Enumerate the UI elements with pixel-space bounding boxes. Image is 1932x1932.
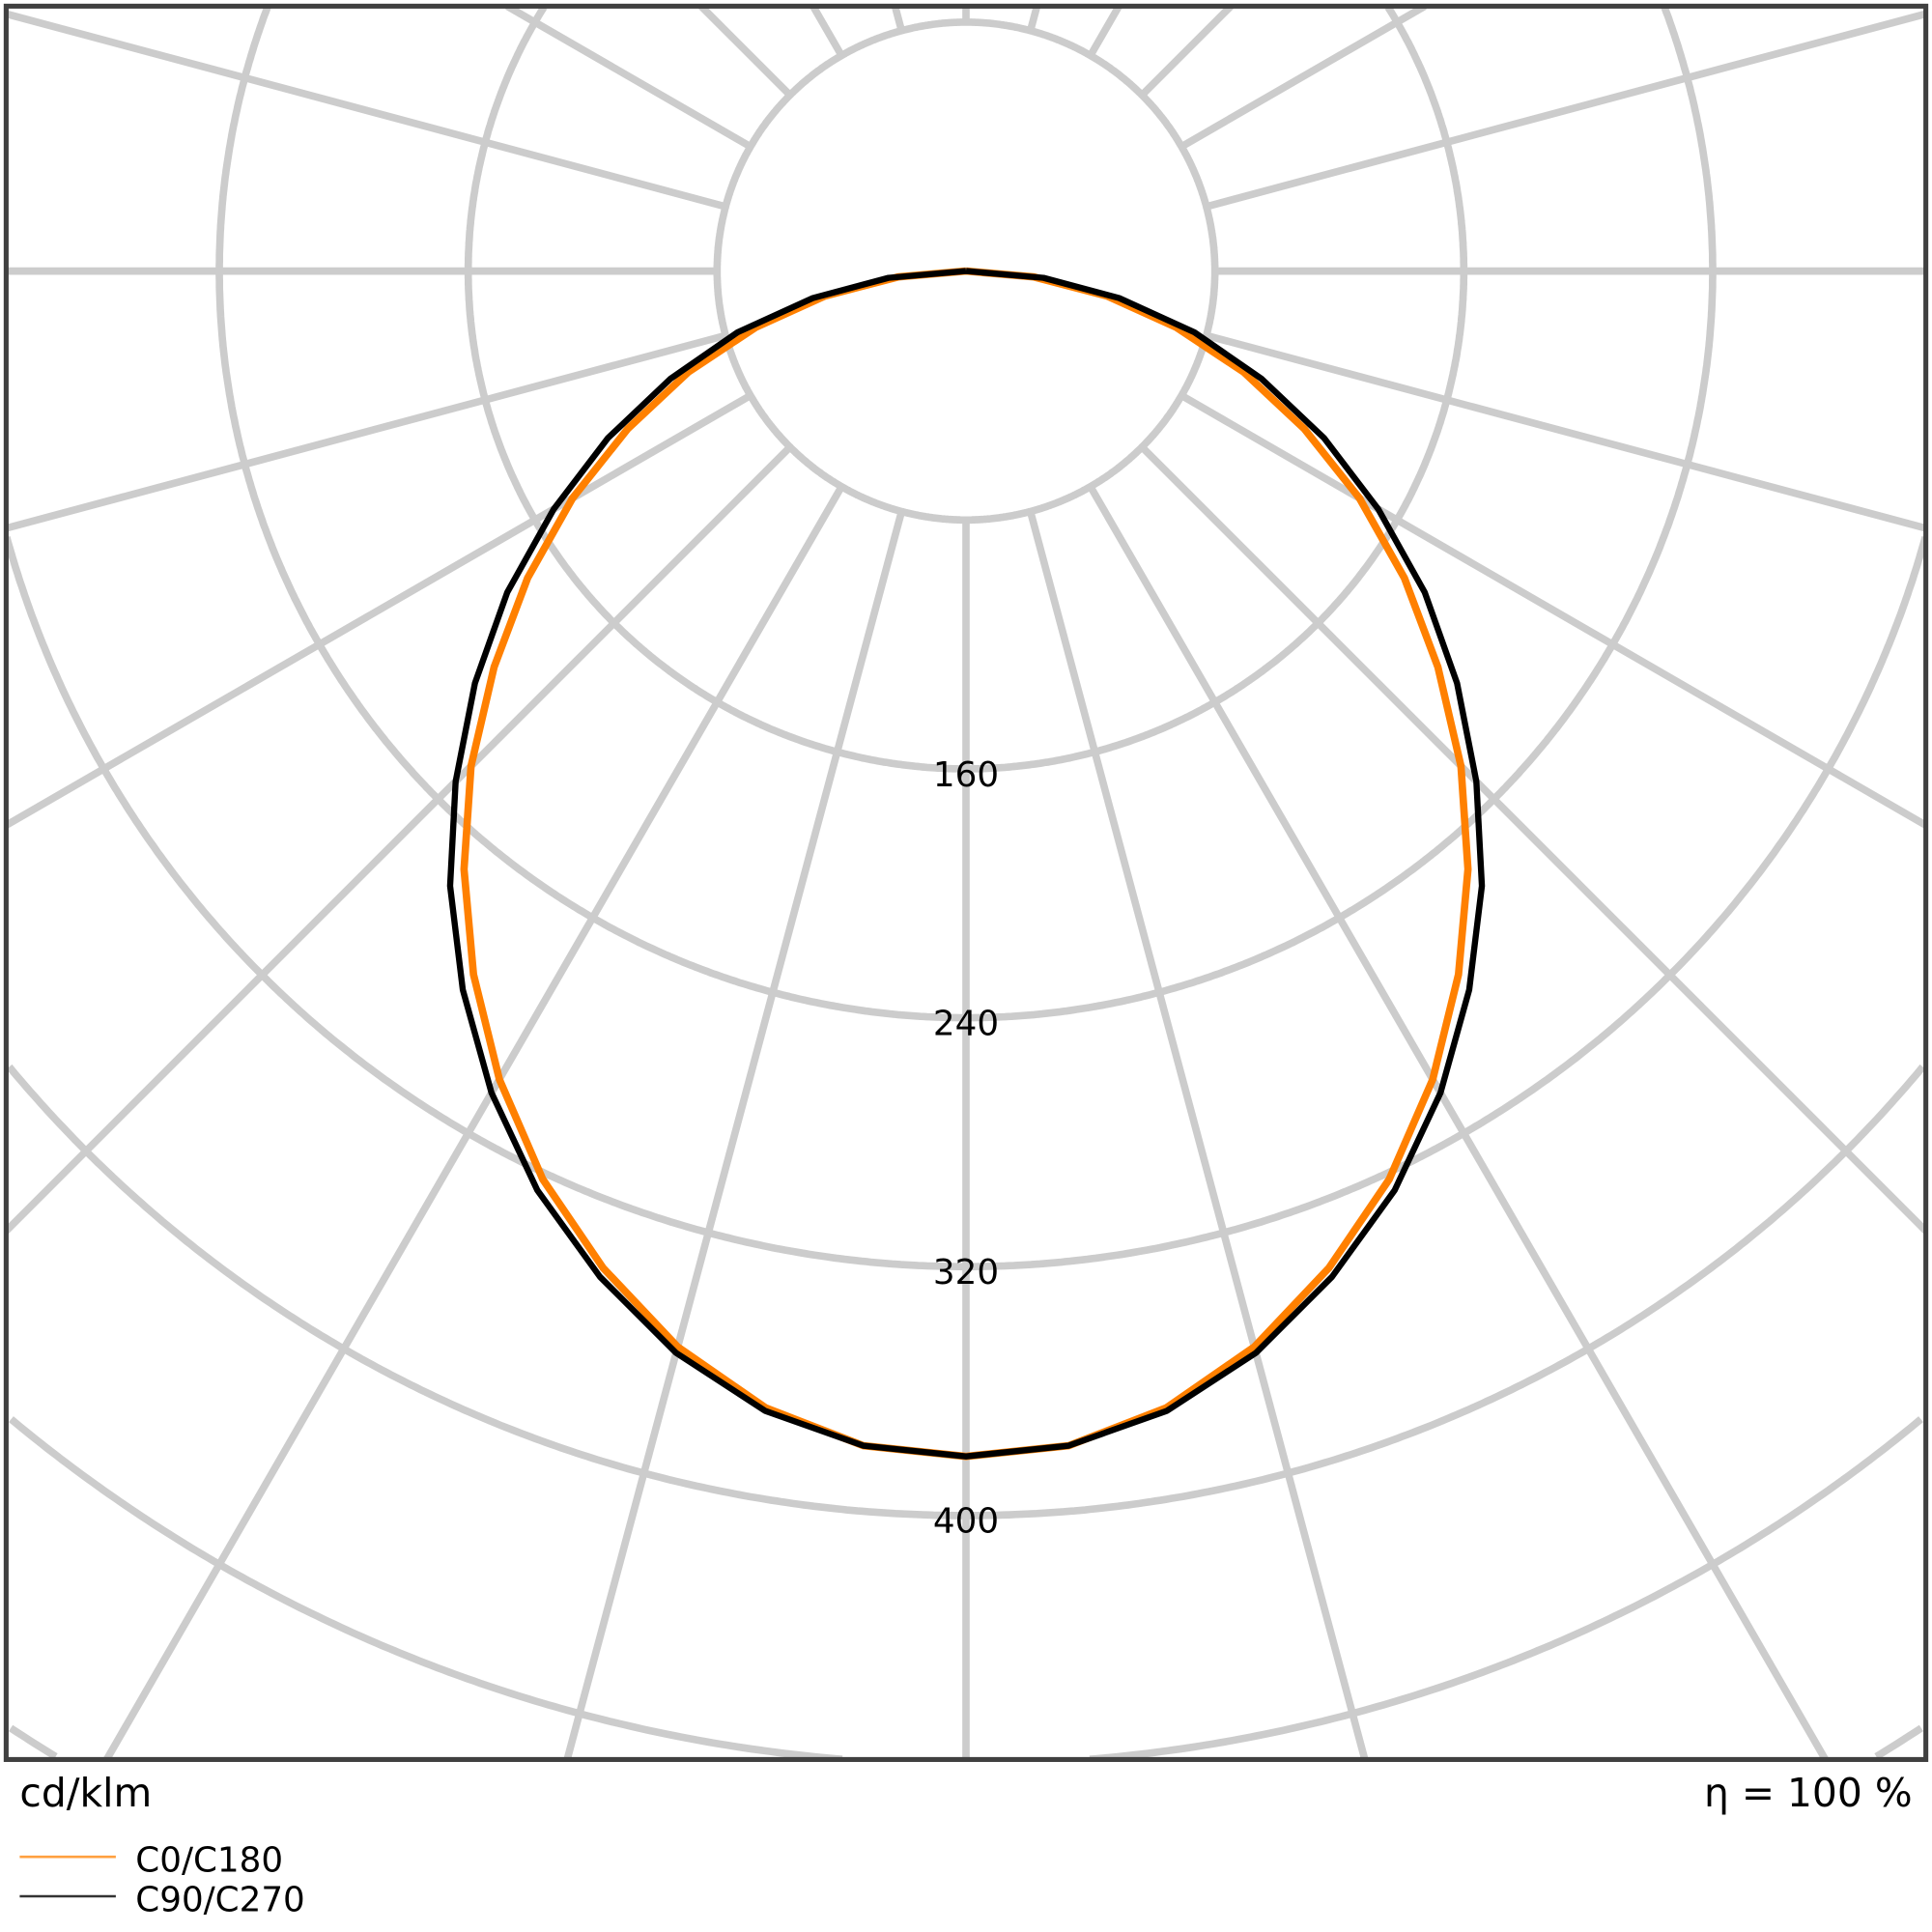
grid-spoke	[1205, 10, 1926, 211]
grid-spoke	[1179, 392, 1926, 829]
plot-frame	[3, 3, 1929, 1762]
grid-spoke	[1026, 6, 1041, 32]
grid-ring	[464, 6, 1468, 773]
grid-spoke	[6, 331, 727, 532]
grid-spoke	[505, 6, 753, 151]
grid-spoke	[1205, 331, 1926, 532]
grid-spoke	[1179, 6, 1427, 151]
efficiency-label: η = 100 %	[1704, 1770, 1913, 1816]
grid-spoke	[103, 484, 845, 1760]
grid-ring	[215, 6, 1717, 1022]
radial-tick-label: 400	[933, 1502, 999, 1542]
radial-tick-label: 240	[933, 1004, 999, 1043]
grid-spoke	[1139, 444, 1926, 1234]
grid-spoke	[891, 6, 906, 32]
radial-tick-labels: 160 240 320 400	[933, 755, 999, 1542]
curve-c90-c270	[446, 268, 1486, 1460]
radial-tick-label: 320	[933, 1253, 999, 1293]
grid-spoke	[698, 6, 793, 99]
unit-label: cd/klm	[19, 1770, 152, 1816]
grid-ring	[9, 1416, 1923, 1760]
curves	[446, 267, 1486, 1461]
grid-ring	[9, 1724, 1923, 1760]
grid-spoke	[1087, 6, 1122, 58]
radial-tick-label: 160	[933, 755, 999, 795]
grid-spoke	[1026, 510, 1369, 1760]
grid-spoke	[6, 10, 727, 211]
grid-spoke	[563, 510, 906, 1760]
legend-label-c90-c270: C90/C270	[135, 1880, 304, 1919]
grid-spoke	[6, 392, 753, 829]
grid-ring	[6, 536, 1926, 1271]
polar-grid	[6, 6, 1926, 1760]
grid-spoke	[1139, 6, 1234, 99]
legend: C0/C180 C90/C270	[19, 1841, 305, 1919]
legend-label-c0-c180: C0/C180	[135, 1841, 283, 1881]
grid-spoke	[1087, 484, 1829, 1760]
grid-spoke	[810, 6, 845, 58]
grid-ring	[6, 1064, 1926, 1520]
grid-spoke	[6, 444, 793, 1234]
